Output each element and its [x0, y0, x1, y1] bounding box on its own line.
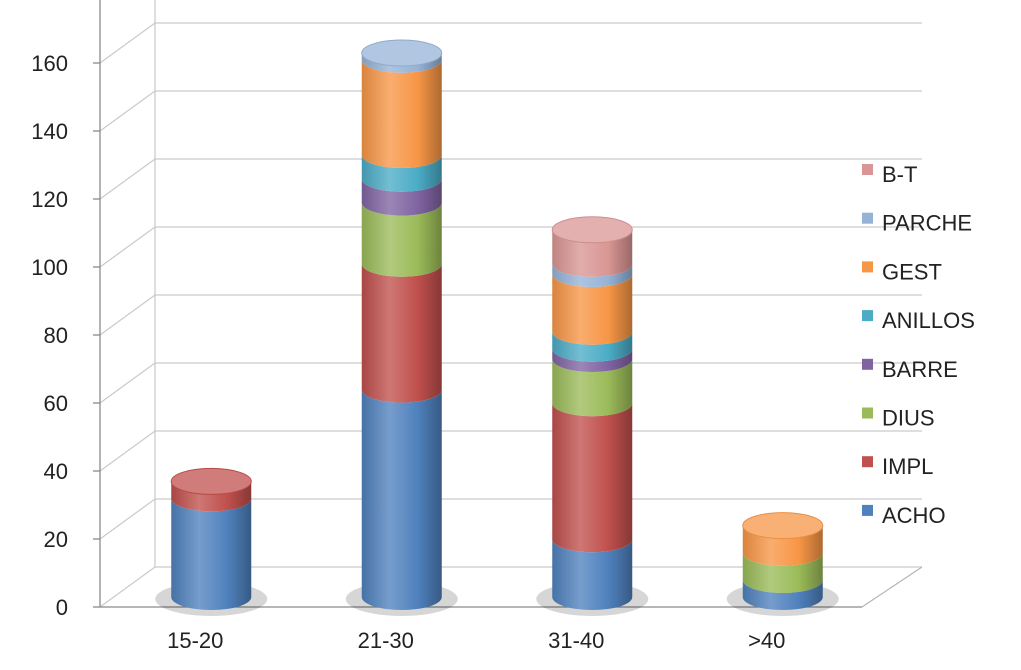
- legend-swatch: [862, 261, 873, 273]
- bar-segment-impl: [361, 263, 442, 403]
- gridline-side: [99, 498, 156, 540]
- legend-label: ACHO: [882, 503, 946, 528]
- gridline-side: [99, 158, 156, 200]
- gridline-side: [99, 430, 156, 472]
- bar-segment-acho: [742, 580, 823, 611]
- legend-label: PARCHE: [882, 211, 972, 236]
- x-tick-label: 15-20: [167, 628, 223, 653]
- bar-stack: [536, 216, 649, 616]
- bar-top-cap: [170, 467, 252, 495]
- legend: B-T PARCHE GEST ANILLOS BARRE DIUS IMPL ACHO: [862, 162, 975, 528]
- legend-label: BARRE: [882, 357, 958, 382]
- bar-segment-anillos: [552, 331, 633, 362]
- bar-segment-impl: [552, 403, 633, 553]
- bar-segment-impl: [171, 481, 252, 512]
- x-axis-tick-labels: 15-20 21-30 31-40 >40: [167, 628, 785, 653]
- y-tick-label: 140: [31, 119, 68, 144]
- legend-label: DIUS: [882, 406, 935, 431]
- bar-segment-acho: [552, 539, 633, 611]
- gridline-side: [99, 90, 156, 132]
- bar-segment-dius: [361, 202, 442, 277]
- legend-swatch: [862, 164, 873, 175]
- bar-stack: [155, 467, 268, 616]
- legend-label: B-T: [882, 162, 917, 187]
- bar-stack: [726, 512, 839, 616]
- bar-segment-barre: [552, 348, 633, 372]
- bar-stack: [345, 39, 458, 616]
- legend-swatch: [862, 504, 873, 516]
- legend-item: PARCHE: [862, 211, 972, 236]
- gridline-side: [99, 566, 156, 608]
- gridline-side: [99, 226, 156, 268]
- legend-item: DIUS: [862, 406, 935, 431]
- legend-label: IMPL: [882, 454, 933, 479]
- bar-segment-acho: [361, 389, 442, 611]
- bar-segment-gest: [552, 274, 633, 345]
- y-tick-label: 100: [31, 255, 68, 280]
- gridline-side: [99, 294, 156, 336]
- legend-item: ACHO: [862, 503, 946, 528]
- y-tick-label: 80: [44, 323, 68, 348]
- gridline-side: [99, 22, 156, 64]
- bar-top-cap: [742, 512, 824, 540]
- y-tick-label: 20: [44, 527, 68, 552]
- legend-swatch: [862, 407, 873, 419]
- bar-segment-parche: [552, 263, 633, 287]
- bar-top-cap: [551, 216, 633, 244]
- legend-swatch: [862, 310, 873, 322]
- y-tick-label: 160: [31, 51, 68, 76]
- legend-item: BARRE: [862, 357, 958, 382]
- bar-segment-parche: [361, 53, 442, 73]
- bar-segment-gest: [361, 59, 442, 169]
- legend-label: GEST: [882, 259, 942, 284]
- bar-segment-dius: [742, 552, 823, 593]
- y-tick-label: 40: [44, 459, 68, 484]
- y-tick-label: 120: [31, 187, 68, 212]
- x-tick-label: >40: [748, 628, 785, 653]
- legend-label: ANILLOS: [882, 308, 975, 333]
- legend-item: IMPL: [862, 454, 933, 479]
- y-tick-label: 0: [56, 595, 68, 620]
- bar-segment-barre: [361, 178, 442, 216]
- legend-swatch: [862, 358, 873, 370]
- legend-item: ANILLOS: [862, 308, 975, 333]
- x-tick-label: 21-30: [358, 628, 414, 653]
- bars: [155, 39, 839, 616]
- gridlines: [99, 0, 923, 608]
- bar-segment-dius: [552, 359, 633, 417]
- bar-segment-gest: [742, 525, 823, 566]
- y-tick-label: 60: [44, 391, 68, 416]
- x-tick-label: 31-40: [548, 628, 604, 653]
- bar-segment-acho: [171, 498, 252, 611]
- legend-item: GEST: [862, 259, 942, 284]
- legend-swatch: [862, 212, 873, 224]
- floor-right-edge: [861, 566, 923, 608]
- legend-item: B-T: [862, 162, 917, 187]
- y-axis-tick-labels: 0 20 40 60 80 100 120 140 160: [31, 51, 68, 620]
- bar-top-cap: [361, 39, 443, 67]
- gridline-side: [99, 362, 156, 404]
- bar-segment-anillos: [361, 155, 442, 192]
- legend-swatch: [862, 456, 873, 468]
